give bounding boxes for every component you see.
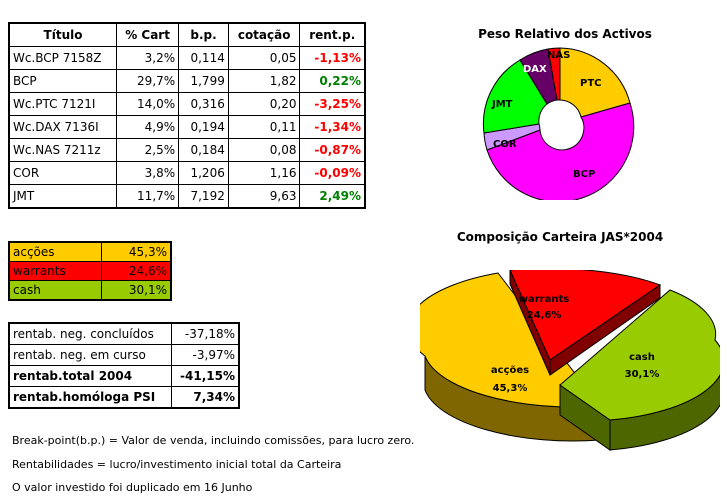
cell: 3,2% xyxy=(115,46,180,70)
cell: 11,7% xyxy=(115,184,180,209)
cell: cash xyxy=(8,280,102,301)
cell: warrants xyxy=(8,261,102,281)
table-row: Wc.DAX 7136I 4,9% 0,194 0,11 -1,34% xyxy=(8,115,366,139)
cell: 0,11 xyxy=(227,115,301,139)
cell: COR xyxy=(8,161,117,185)
table-row: COR 3,8% 1,206 1,16 -0,09% xyxy=(8,161,366,185)
svg-text:PTC: PTC xyxy=(580,78,602,89)
cell: Wc.DAX 7136I xyxy=(8,115,117,139)
svg-text:NAS: NAS xyxy=(547,50,570,61)
cell: -0,87% xyxy=(299,138,366,162)
cell: rentab.total 2004 xyxy=(8,365,172,387)
cell: -37,18% xyxy=(170,322,240,345)
cell: 0,20 xyxy=(227,92,301,116)
cell: -1,34% xyxy=(299,115,366,139)
cell: 14,0% xyxy=(115,92,180,116)
svg-text:acções: acções xyxy=(491,365,529,376)
cell: -1,13% xyxy=(299,46,366,70)
cell: 1,206 xyxy=(178,161,229,185)
cell: 2,5% xyxy=(115,138,180,162)
cell: 0,114 xyxy=(178,46,229,70)
cell: 0,22% xyxy=(299,69,366,93)
header-cart: % Cart xyxy=(115,22,180,47)
returns-table: rentab. neg. concluídos -37,18% rentab. n… xyxy=(8,322,240,409)
header-titulo: Título xyxy=(8,22,117,47)
cell: BCP xyxy=(8,69,117,93)
cell: 0,316 xyxy=(178,92,229,116)
svg-text:cash: cash xyxy=(629,352,655,363)
cell: 0,05 xyxy=(227,46,301,70)
svg-text:JMT: JMT xyxy=(491,99,513,110)
cell: 1,82 xyxy=(227,69,301,93)
svg-text:warrants: warrants xyxy=(519,294,569,305)
table-row: warrants 24,6% xyxy=(8,261,172,281)
table-row: Wc.PTC 7121I 14,0% 0,316 0,20 -3,25% xyxy=(8,92,366,116)
cell: 9,63 xyxy=(227,184,301,209)
cell: -3,97% xyxy=(170,344,240,366)
svg-text:COR: COR xyxy=(493,139,517,150)
header-bp: b.p. xyxy=(178,22,229,47)
svg-text:24,6%: 24,6% xyxy=(527,310,562,321)
cell: rentab. neg. em curso xyxy=(8,344,172,366)
pie3d-chart: warrants 24,6% cash 30,1% acções 45,3% xyxy=(420,270,720,451)
cell: 7,34% xyxy=(170,386,240,409)
cell: -0,09% xyxy=(299,161,366,185)
table-header: Título % Cart b.p. cotação rent.p. xyxy=(8,22,366,47)
header-rent: rent.p. xyxy=(299,22,366,47)
cell: 4,9% xyxy=(115,115,180,139)
pie3d-title: Composição Carteira JAS*2004 xyxy=(456,230,664,244)
cell: rentab.homóloga PSI xyxy=(8,386,172,409)
cell: 45,3% xyxy=(100,241,172,262)
svg-text:BCP: BCP xyxy=(573,169,595,180)
cell: Wc.NAS 7211z xyxy=(8,138,117,162)
cell: 29,7% xyxy=(115,69,180,93)
cell: 2,49% xyxy=(299,184,366,209)
donut-title: Peso Relativo dos Activos xyxy=(478,27,652,41)
cell: Wc.PTC 7121I xyxy=(8,92,117,116)
note-rentabilidades: Rentabilidades = lucro/investimento inic… xyxy=(12,458,342,471)
table-row: cash 30,1% xyxy=(8,280,172,301)
table-row: JMT 11,7% 7,192 9,63 2,49% xyxy=(8,184,366,209)
assets-table: Título % Cart b.p. cotação rent.p. Wc.BC… xyxy=(8,22,366,209)
table-row: rentab. neg. em curso -3,97% xyxy=(8,344,240,366)
cell: JMT xyxy=(8,184,117,209)
cell: 0,184 xyxy=(178,138,229,162)
header-cotacao: cotação xyxy=(227,22,301,47)
cell: 30,1% xyxy=(100,280,172,301)
svg-text:DAX: DAX xyxy=(523,64,547,75)
table-row: acções 45,3% xyxy=(8,241,172,262)
table-row: rentab.total 2004 -41,15% xyxy=(8,365,240,387)
table-row: Wc.NAS 7211z 2,5% 0,184 0,08 -0,87% xyxy=(8,138,366,162)
cell: 1,799 xyxy=(178,69,229,93)
composition-table: acções 45,3% warrants 24,6% cash 30,1% xyxy=(8,241,172,301)
cell: 0,194 xyxy=(178,115,229,139)
donut-chart: PTC BCP COR JMT DAX NAS xyxy=(482,47,635,200)
cell: 3,8% xyxy=(115,161,180,185)
cell: acções xyxy=(8,241,102,262)
svg-text:45,3%: 45,3% xyxy=(493,383,528,394)
table-row: BCP 29,7% 1,799 1,82 0,22% xyxy=(8,69,366,93)
cell: 1,16 xyxy=(227,161,301,185)
table-row: rentab.homóloga PSI 7,34% xyxy=(8,386,240,409)
note-investido: O valor investido foi duplicado em 16 Ju… xyxy=(12,481,253,494)
table-row: Wc.BCP 7158Z 3,2% 0,114 0,05 -1,13% xyxy=(8,46,366,70)
cell: -3,25% xyxy=(299,92,366,116)
cell: 0,08 xyxy=(227,138,301,162)
svg-text:30,1%: 30,1% xyxy=(625,369,660,380)
note-breakpoint: Break-point(b.p.) = Valor de venda, incl… xyxy=(12,434,415,447)
cell: 7,192 xyxy=(178,184,229,209)
cell: Wc.BCP 7158Z xyxy=(8,46,117,70)
cell: rentab. neg. concluídos xyxy=(8,322,172,345)
table-row: rentab. neg. concluídos -37,18% xyxy=(8,322,240,345)
cell: -41,15% xyxy=(170,365,240,387)
cell: 24,6% xyxy=(100,261,172,281)
